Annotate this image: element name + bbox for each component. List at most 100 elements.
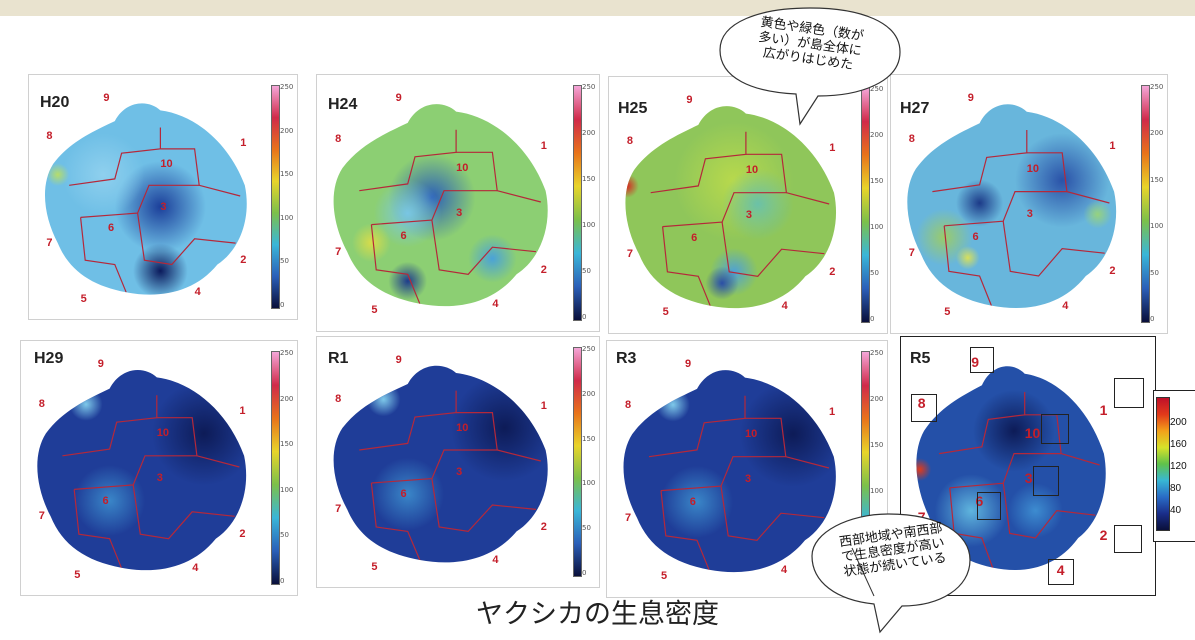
- r5-legend-colorbar: [1156, 397, 1170, 531]
- zone-label-1: 1: [540, 400, 547, 412]
- zone-label-4: 4: [781, 299, 788, 312]
- zone-boundary: [74, 455, 197, 490]
- zone-boundary: [662, 192, 787, 228]
- zone-label-9: 9: [686, 94, 693, 107]
- map-panel-h24: 1 2 3 4 5 6 7 8 9 10 250 200 150 100 50 0: [316, 74, 600, 332]
- colorbar-tick: 150: [582, 175, 596, 183]
- zone-label-2: 2: [239, 528, 246, 541]
- density-blob: [58, 555, 71, 567]
- zone-label-4: 4: [492, 554, 499, 566]
- colorbar-tick: 0: [582, 569, 587, 577]
- zone-label-3: 3: [745, 209, 753, 222]
- zone-label-6: 6: [400, 488, 407, 500]
- zone-boundary: [370, 482, 421, 561]
- colorbar-tick: 250: [280, 83, 294, 91]
- zone-label-2: 2: [540, 263, 547, 276]
- zone-label-3: 3: [1026, 208, 1033, 221]
- colorbar-r1: [573, 347, 582, 577]
- map-base-fill: [333, 365, 548, 563]
- map-panel-h27: 1 2 3 4 5 6 7 8 9 10 250 200 150 100 50 0: [890, 74, 1168, 334]
- zone-boundary: [932, 130, 1028, 193]
- density-blob: [1083, 200, 1112, 229]
- legend-tick: 120: [1170, 461, 1187, 472]
- colorbar-tick: 150: [870, 177, 884, 185]
- colorbar-tick: 0: [280, 301, 285, 309]
- zone-label-5: 5: [949, 568, 958, 585]
- zone-boundary: [1002, 483, 1096, 539]
- colorbar-h20: [271, 85, 280, 309]
- zone-boundary: [62, 395, 158, 457]
- r5-legend: 200 160 120 80 40: [1153, 390, 1195, 542]
- colorbar-tick: 150: [280, 440, 294, 449]
- colorbar-tick: 200: [280, 126, 294, 135]
- zone-box: [969, 347, 994, 374]
- colorbar-tick: 100: [870, 223, 884, 231]
- density-blob: [645, 556, 658, 569]
- zone-label-1: 1: [239, 405, 246, 417]
- density-blob: [46, 163, 70, 186]
- legend-tick: 40: [1170, 505, 1182, 516]
- density-blob: [916, 458, 932, 481]
- zone-boundary: [721, 222, 825, 277]
- panel-label-h24: H24: [328, 96, 358, 113]
- zone-label-10: 10: [745, 164, 759, 177]
- colorbar-tick: 50: [582, 524, 591, 533]
- colorbar-tick: 150: [582, 434, 596, 443]
- colorbar-h24: [573, 85, 582, 321]
- density-blob: [74, 465, 145, 536]
- zone-label-8: 8: [908, 133, 915, 146]
- zone-boundary: [939, 392, 1026, 455]
- colorbar-tick: 100: [582, 221, 596, 229]
- zone-label-4: 4: [194, 286, 201, 299]
- zone-label-8: 8: [38, 398, 45, 411]
- zone-label-6: 6: [400, 229, 407, 242]
- zone-label-7: 7: [908, 247, 915, 260]
- zone-label-3: 3: [456, 466, 463, 478]
- colorbar-tick: 100: [582, 479, 596, 488]
- density-blob: [1015, 133, 1110, 228]
- colorbar-tick: 0: [280, 577, 285, 585]
- panel-label-r3: R3: [616, 350, 637, 367]
- zone-label-8: 8: [625, 398, 632, 411]
- density-blob: [354, 539, 374, 559]
- density-blob: [388, 261, 428, 301]
- zone-label-9: 9: [971, 354, 979, 371]
- density-blob: [366, 382, 401, 417]
- zone-label-5: 5: [371, 560, 378, 573]
- panel-label-r1: R1: [328, 350, 349, 367]
- zone-box: [911, 393, 938, 422]
- zone-label-6: 6: [102, 494, 109, 507]
- zone-box: [1114, 378, 1145, 409]
- density-blob: [355, 547, 368, 560]
- zone-label-9: 9: [685, 358, 692, 371]
- zone-boundary: [720, 486, 825, 541]
- density-blob: [972, 389, 1056, 472]
- zone-boundary: [1002, 221, 1105, 277]
- colorbar-tick: 250: [1150, 83, 1164, 91]
- zone-label-7: 7: [38, 510, 45, 523]
- density-blob: [373, 179, 442, 248]
- colorbar-tick: 200: [870, 395, 884, 403]
- zone-label-1: 1: [540, 139, 547, 152]
- colorbar-tick: 50: [870, 269, 879, 277]
- zone-boundary: [660, 456, 786, 492]
- zone-label-2: 2: [540, 521, 547, 533]
- zone-label-7: 7: [46, 237, 53, 250]
- zone-label-1: 1: [1099, 402, 1108, 418]
- zone-boundary: [359, 390, 457, 451]
- zone-boundary: [745, 153, 830, 205]
- zone-boundary: [371, 449, 498, 484]
- zone-label-8: 8: [335, 393, 342, 406]
- zone-boundary: [1026, 152, 1110, 204]
- zone-boundary: [80, 184, 200, 218]
- zone-label-4: 4: [192, 561, 199, 574]
- zone-label-7: 7: [625, 511, 632, 524]
- density-blob: [625, 174, 639, 198]
- density-blob: [956, 179, 1004, 227]
- colorbar-tick: 0: [582, 313, 587, 321]
- zone-label-10: 10: [160, 157, 173, 170]
- panel-label-r5: R5: [910, 350, 931, 367]
- zone-boundary: [662, 226, 711, 306]
- zone-label-10: 10: [745, 428, 758, 441]
- map-image-h24: [333, 104, 548, 307]
